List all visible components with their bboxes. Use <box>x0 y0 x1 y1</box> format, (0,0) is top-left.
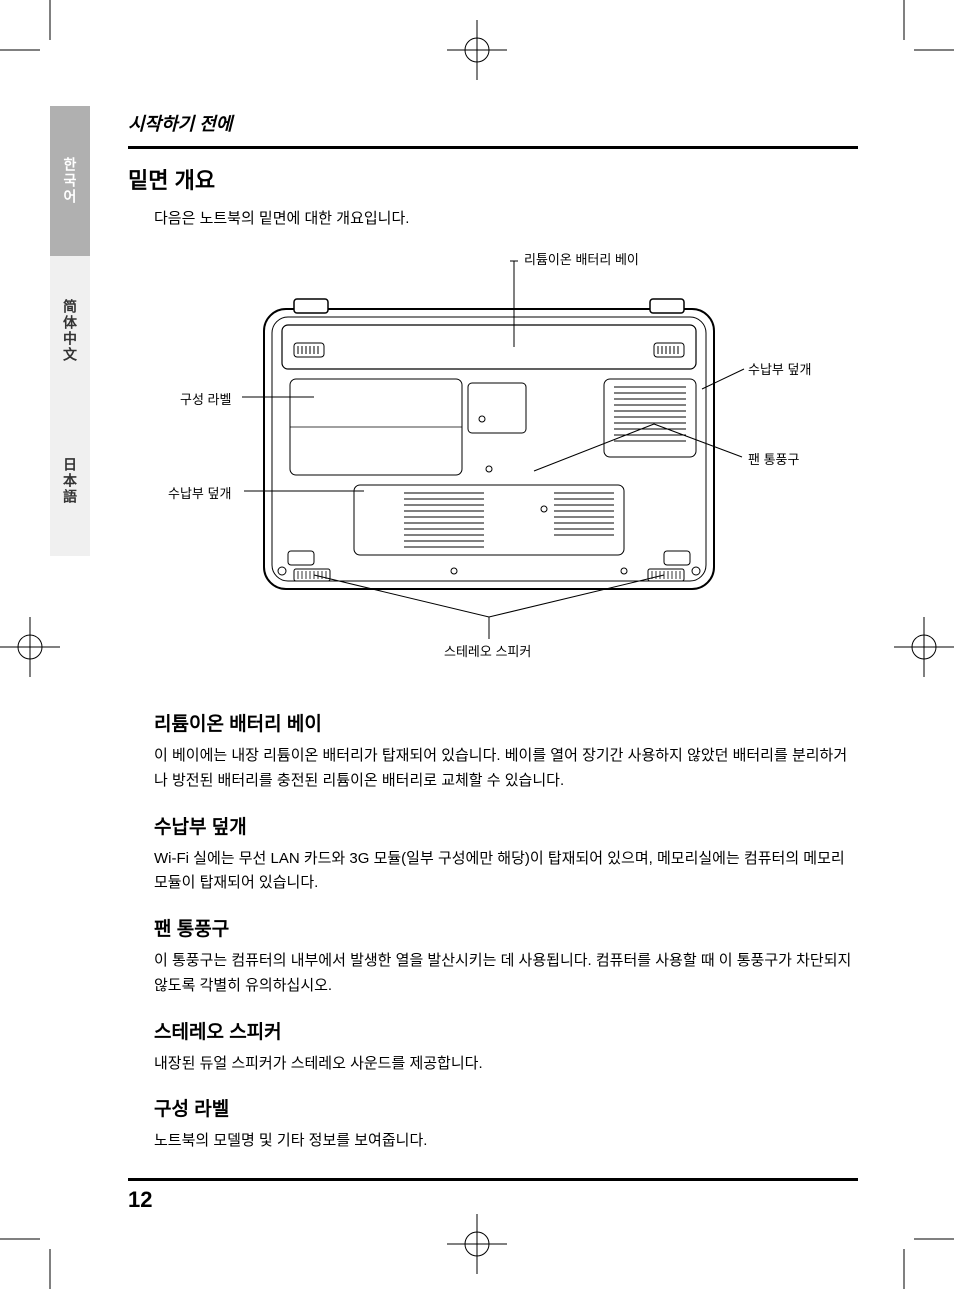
registration-mark-right <box>894 617 954 677</box>
callout-speakers: 스테레오 스피커 <box>444 641 531 660</box>
bottom-view-figure: 리튬이온 배터리 베이 수납부 덮개 팬 통풍구 구성 라벨 수납부 덮개 스테… <box>154 249 834 669</box>
callout-cover-right: 수납부 덮개 <box>748 359 811 378</box>
language-sidebar: 한국어 简体中文 日本語 <box>50 106 90 556</box>
header-rule <box>128 146 858 149</box>
section-heading: 리튬이온 배터리 베이 <box>154 709 858 736</box>
registration-mark-left <box>0 617 60 677</box>
section-heading: 수납부 덮개 <box>154 812 858 839</box>
section-heading: 구성 라벨 <box>154 1094 858 1121</box>
crop-mark <box>0 0 70 75</box>
section-heading: 스테레오 스피커 <box>154 1017 858 1044</box>
lang-tab-chinese[interactable]: 简体中文 <box>50 256 90 406</box>
lang-tab-korean[interactable]: 한국어 <box>50 106 90 256</box>
section-config-label: 구성 라벨 노트북의 모델명 및 기타 정보를 보여줍니다. <box>154 1094 858 1154</box>
section-body: 이 베이에는 내장 리튬이온 배터리가 탑재되어 있습니다. 베이를 열어 장기… <box>154 744 858 794</box>
section-body: 이 통풍구는 컴퓨터의 내부에서 발생한 열을 발산시키는 데 사용됩니다. 컴… <box>154 949 858 999</box>
lang-tab-japanese[interactable]: 日本語 <box>50 406 90 556</box>
registration-mark-top <box>447 20 507 80</box>
callout-fan-vent: 팬 통풍구 <box>748 449 799 468</box>
callout-lines <box>154 249 834 669</box>
callout-config-label: 구성 라벨 <box>180 389 231 408</box>
intro-text: 다음은 노트북의 밑면에 대한 개요입니다. <box>154 207 858 231</box>
section-fan-vent: 팬 통풍구 이 통풍구는 컴퓨터의 내부에서 발생한 열을 발산시키는 데 사용… <box>154 914 858 999</box>
crop-mark <box>884 0 954 75</box>
section-body: Wi-Fi 실에는 무선 LAN 카드와 3G 모듈(일부 구성에만 해당)이 … <box>154 847 858 897</box>
figure-container: 리튬이온 배터리 베이 수납부 덮개 팬 통풍구 구성 라벨 수납부 덮개 스테… <box>154 249 858 669</box>
section-body: 노트북의 모델명 및 기타 정보를 보여줍니다. <box>154 1129 858 1154</box>
section-cover: 수납부 덮개 Wi-Fi 실에는 무선 LAN 카드와 3G 모듈(일부 구성에… <box>154 812 858 897</box>
callout-battery-bay: 리튬이온 배터리 베이 <box>524 249 639 268</box>
footer-rule <box>128 1178 858 1181</box>
registration-mark-bottom <box>447 1214 507 1274</box>
page-number: 12 <box>128 1187 858 1213</box>
crop-mark <box>884 1219 954 1294</box>
running-header: 시작하기 전에 <box>128 110 858 136</box>
page-content: 시작하기 전에 밑면 개요 다음은 노트북의 밑면에 대한 개요입니다. <box>128 110 858 1213</box>
section-body: 내장된 듀얼 스피커가 스테레오 사운드를 제공합니다. <box>154 1052 858 1077</box>
page-title: 밑면 개요 <box>128 163 858 195</box>
crop-mark <box>0 1219 70 1294</box>
section-speakers: 스테레오 스피커 내장된 듀얼 스피커가 스테레오 사운드를 제공합니다. <box>154 1017 858 1077</box>
section-heading: 팬 통풍구 <box>154 914 858 941</box>
section-battery-bay: 리튬이온 배터리 베이 이 베이에는 내장 리튬이온 배터리가 탑재되어 있습니… <box>154 709 858 794</box>
callout-cover-left: 수납부 덮개 <box>168 483 231 502</box>
